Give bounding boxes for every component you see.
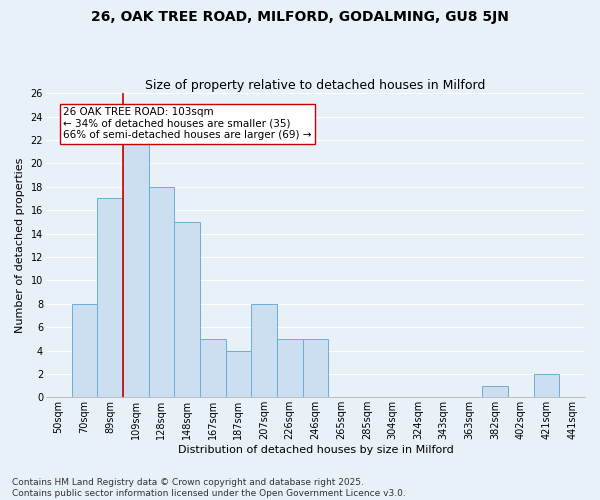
Bar <box>533 374 559 398</box>
Bar <box>302 339 328 398</box>
Text: Contains HM Land Registry data © Crown copyright and database right 2025.
Contai: Contains HM Land Registry data © Crown c… <box>12 478 406 498</box>
Bar <box>251 304 277 398</box>
Bar <box>71 304 97 398</box>
Bar <box>200 339 226 398</box>
Bar <box>174 222 200 398</box>
X-axis label: Distribution of detached houses by size in Milford: Distribution of detached houses by size … <box>178 445 453 455</box>
Bar <box>149 186 174 398</box>
Bar <box>277 339 302 398</box>
Bar <box>226 350 251 398</box>
Bar <box>482 386 508 398</box>
Bar <box>123 140 149 398</box>
Text: 26 OAK TREE ROAD: 103sqm
← 34% of detached houses are smaller (35)
66% of semi-d: 26 OAK TREE ROAD: 103sqm ← 34% of detach… <box>63 107 312 140</box>
Y-axis label: Number of detached properties: Number of detached properties <box>15 158 25 333</box>
Title: Size of property relative to detached houses in Milford: Size of property relative to detached ho… <box>145 79 485 92</box>
Bar <box>97 198 123 398</box>
Text: 26, OAK TREE ROAD, MILFORD, GODALMING, GU8 5JN: 26, OAK TREE ROAD, MILFORD, GODALMING, G… <box>91 10 509 24</box>
